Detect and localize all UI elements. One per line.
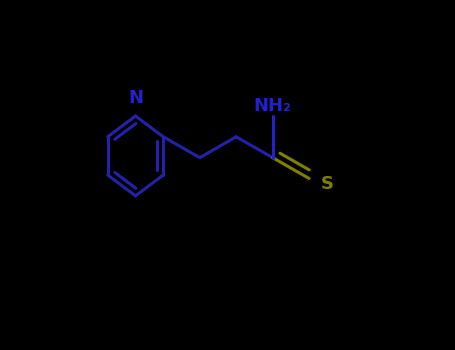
Text: S: S — [321, 175, 334, 193]
Text: N: N — [128, 89, 143, 107]
Text: NH₂: NH₂ — [254, 97, 292, 115]
